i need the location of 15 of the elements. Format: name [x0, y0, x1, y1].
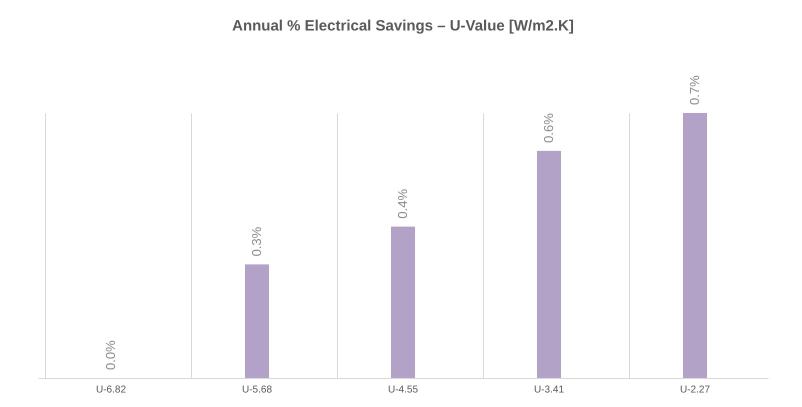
bar	[683, 113, 707, 378]
x-tick-label: U-4.55	[388, 384, 418, 396]
data-label: 0.6%	[541, 112, 556, 143]
data-label: 0.3%	[249, 226, 264, 256]
x-tick-label: U-2.27	[680, 384, 710, 396]
x-tick-label: U-3.41	[534, 384, 564, 396]
data-label: 0.0%	[103, 340, 118, 370]
bar	[537, 150, 561, 378]
data-label: 0.7%	[687, 74, 702, 105]
bar	[245, 264, 269, 378]
bar	[391, 226, 415, 378]
chart-title: Annual % Electrical Savings – U-Value [W/m2.K]	[232, 17, 574, 34]
x-tick-label: U-6.82	[96, 384, 126, 396]
x-tick-label: U-5.68	[242, 384, 272, 396]
data-label: 0.4%	[395, 188, 410, 219]
